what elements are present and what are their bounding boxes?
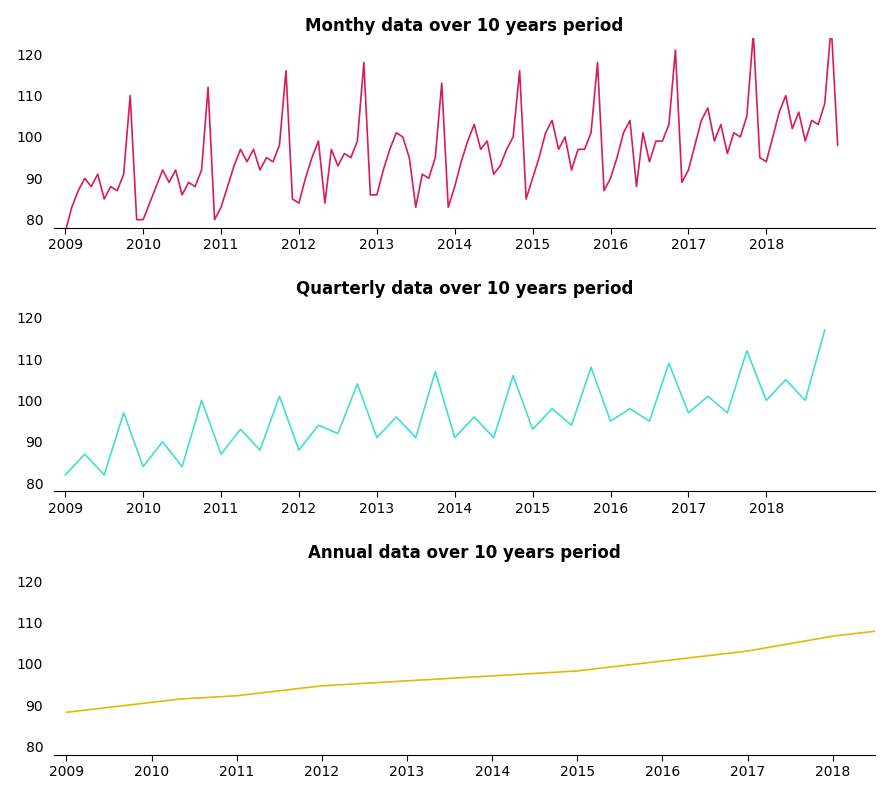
Title: Monthy data over 10 years period: Monthy data over 10 years period — [305, 17, 624, 35]
Title: Quarterly data over 10 years period: Quarterly data over 10 years period — [296, 280, 633, 298]
Title: Annual data over 10 years period: Annual data over 10 years period — [308, 544, 621, 562]
